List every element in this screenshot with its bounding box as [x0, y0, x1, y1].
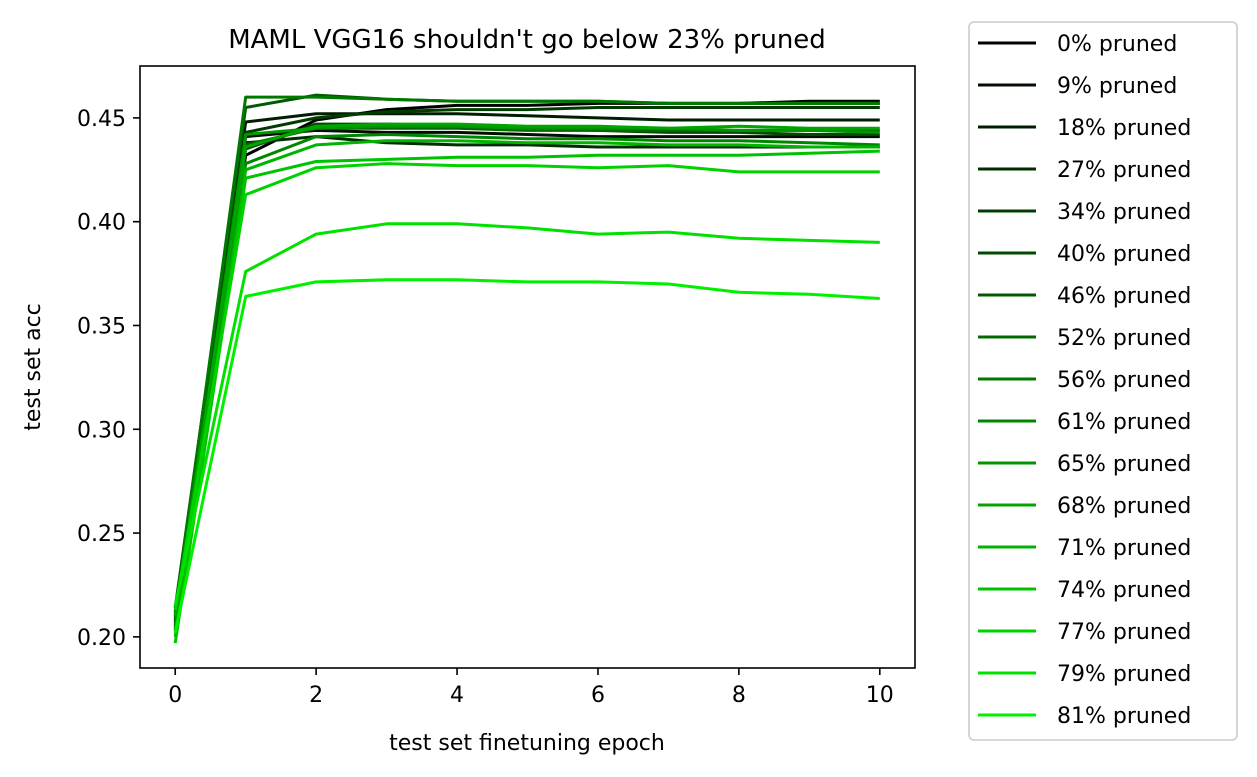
series-line-68pct-pruned — [173, 122, 880, 617]
y-axis-ticks: 0.20 0.25 0.30 0.35 0.40 0.45 — [77, 107, 140, 651]
series-line-56pct-pruned — [173, 95, 880, 615]
series-line-74pct-pruned — [173, 149, 880, 644]
x-tick-label: 8 — [732, 683, 746, 708]
y-tick-label: 0.40 — [77, 211, 126, 236]
legend-label: 0% pruned — [1057, 32, 1177, 57]
legend-label: 9% pruned — [1057, 74, 1177, 99]
legend-label: 81% pruned — [1057, 704, 1191, 729]
legend-label: 52% pruned — [1057, 326, 1191, 351]
series-line-81pct-pruned — [173, 278, 880, 634]
legend-label: 46% pruned — [1057, 284, 1191, 309]
x-tick-label: 4 — [450, 683, 464, 708]
y-tick-label: 0.35 — [77, 314, 126, 339]
plot-frame — [139, 65, 916, 669]
series-line-9pct-pruned — [173, 128, 880, 623]
legend-label: 77% pruned — [1057, 620, 1191, 645]
y-tick-label: 0.30 — [77, 418, 126, 443]
legend-label: 34% pruned — [1057, 200, 1191, 225]
legend: 0% pruned 9% pruned 18% pruned 27% pruned 34… — [968, 21, 1238, 741]
x-tick-label: 2 — [309, 683, 323, 708]
series-line-61pct-pruned — [173, 133, 880, 625]
legend-label: 65% pruned — [1057, 452, 1191, 477]
series-line-40pct-pruned — [173, 122, 880, 621]
series-line-18pct-pruned — [173, 112, 880, 617]
legend-label: 74% pruned — [1057, 578, 1191, 603]
x-tick-label: 0 — [168, 683, 182, 708]
x-axis-ticks: 0 2 4 6 8 10 — [168, 668, 894, 708]
series-line-77pct-pruned — [173, 162, 880, 611]
series-line-71pct-pruned — [173, 139, 880, 638]
series-line-34pct-pruned — [173, 106, 880, 613]
x-axis-title: test set finetuning epoch — [389, 731, 665, 756]
legend-label: 68% pruned — [1057, 494, 1191, 519]
legend-label: 18% pruned — [1057, 116, 1191, 141]
legend-label: 61% pruned — [1057, 410, 1191, 435]
series-line-52pct-pruned — [173, 126, 880, 619]
y-tick-label: 0.20 — [77, 626, 126, 651]
series-line-27pct-pruned — [173, 135, 880, 631]
legend-label: 56% pruned — [1057, 368, 1191, 393]
legend-label: 79% pruned — [1057, 662, 1191, 687]
y-tick-label: 0.45 — [77, 107, 126, 132]
legend-label: 71% pruned — [1057, 536, 1191, 561]
x-tick-label: 10 — [866, 683, 894, 708]
x-tick-label: 6 — [591, 683, 605, 708]
chart-title: MAML VGG16 shouldn't go below 23% pruned — [228, 25, 826, 55]
y-tick-label: 0.25 — [77, 522, 126, 547]
legend-box — [968, 21, 1238, 741]
plot-area — [139, 65, 916, 669]
legend-label: 27% pruned — [1057, 158, 1191, 183]
legend-label: 40% pruned — [1057, 242, 1191, 267]
series-line-79pct-pruned — [173, 222, 880, 607]
y-axis-title: test set acc — [21, 303, 46, 431]
series-line-65pct-pruned — [173, 124, 880, 629]
